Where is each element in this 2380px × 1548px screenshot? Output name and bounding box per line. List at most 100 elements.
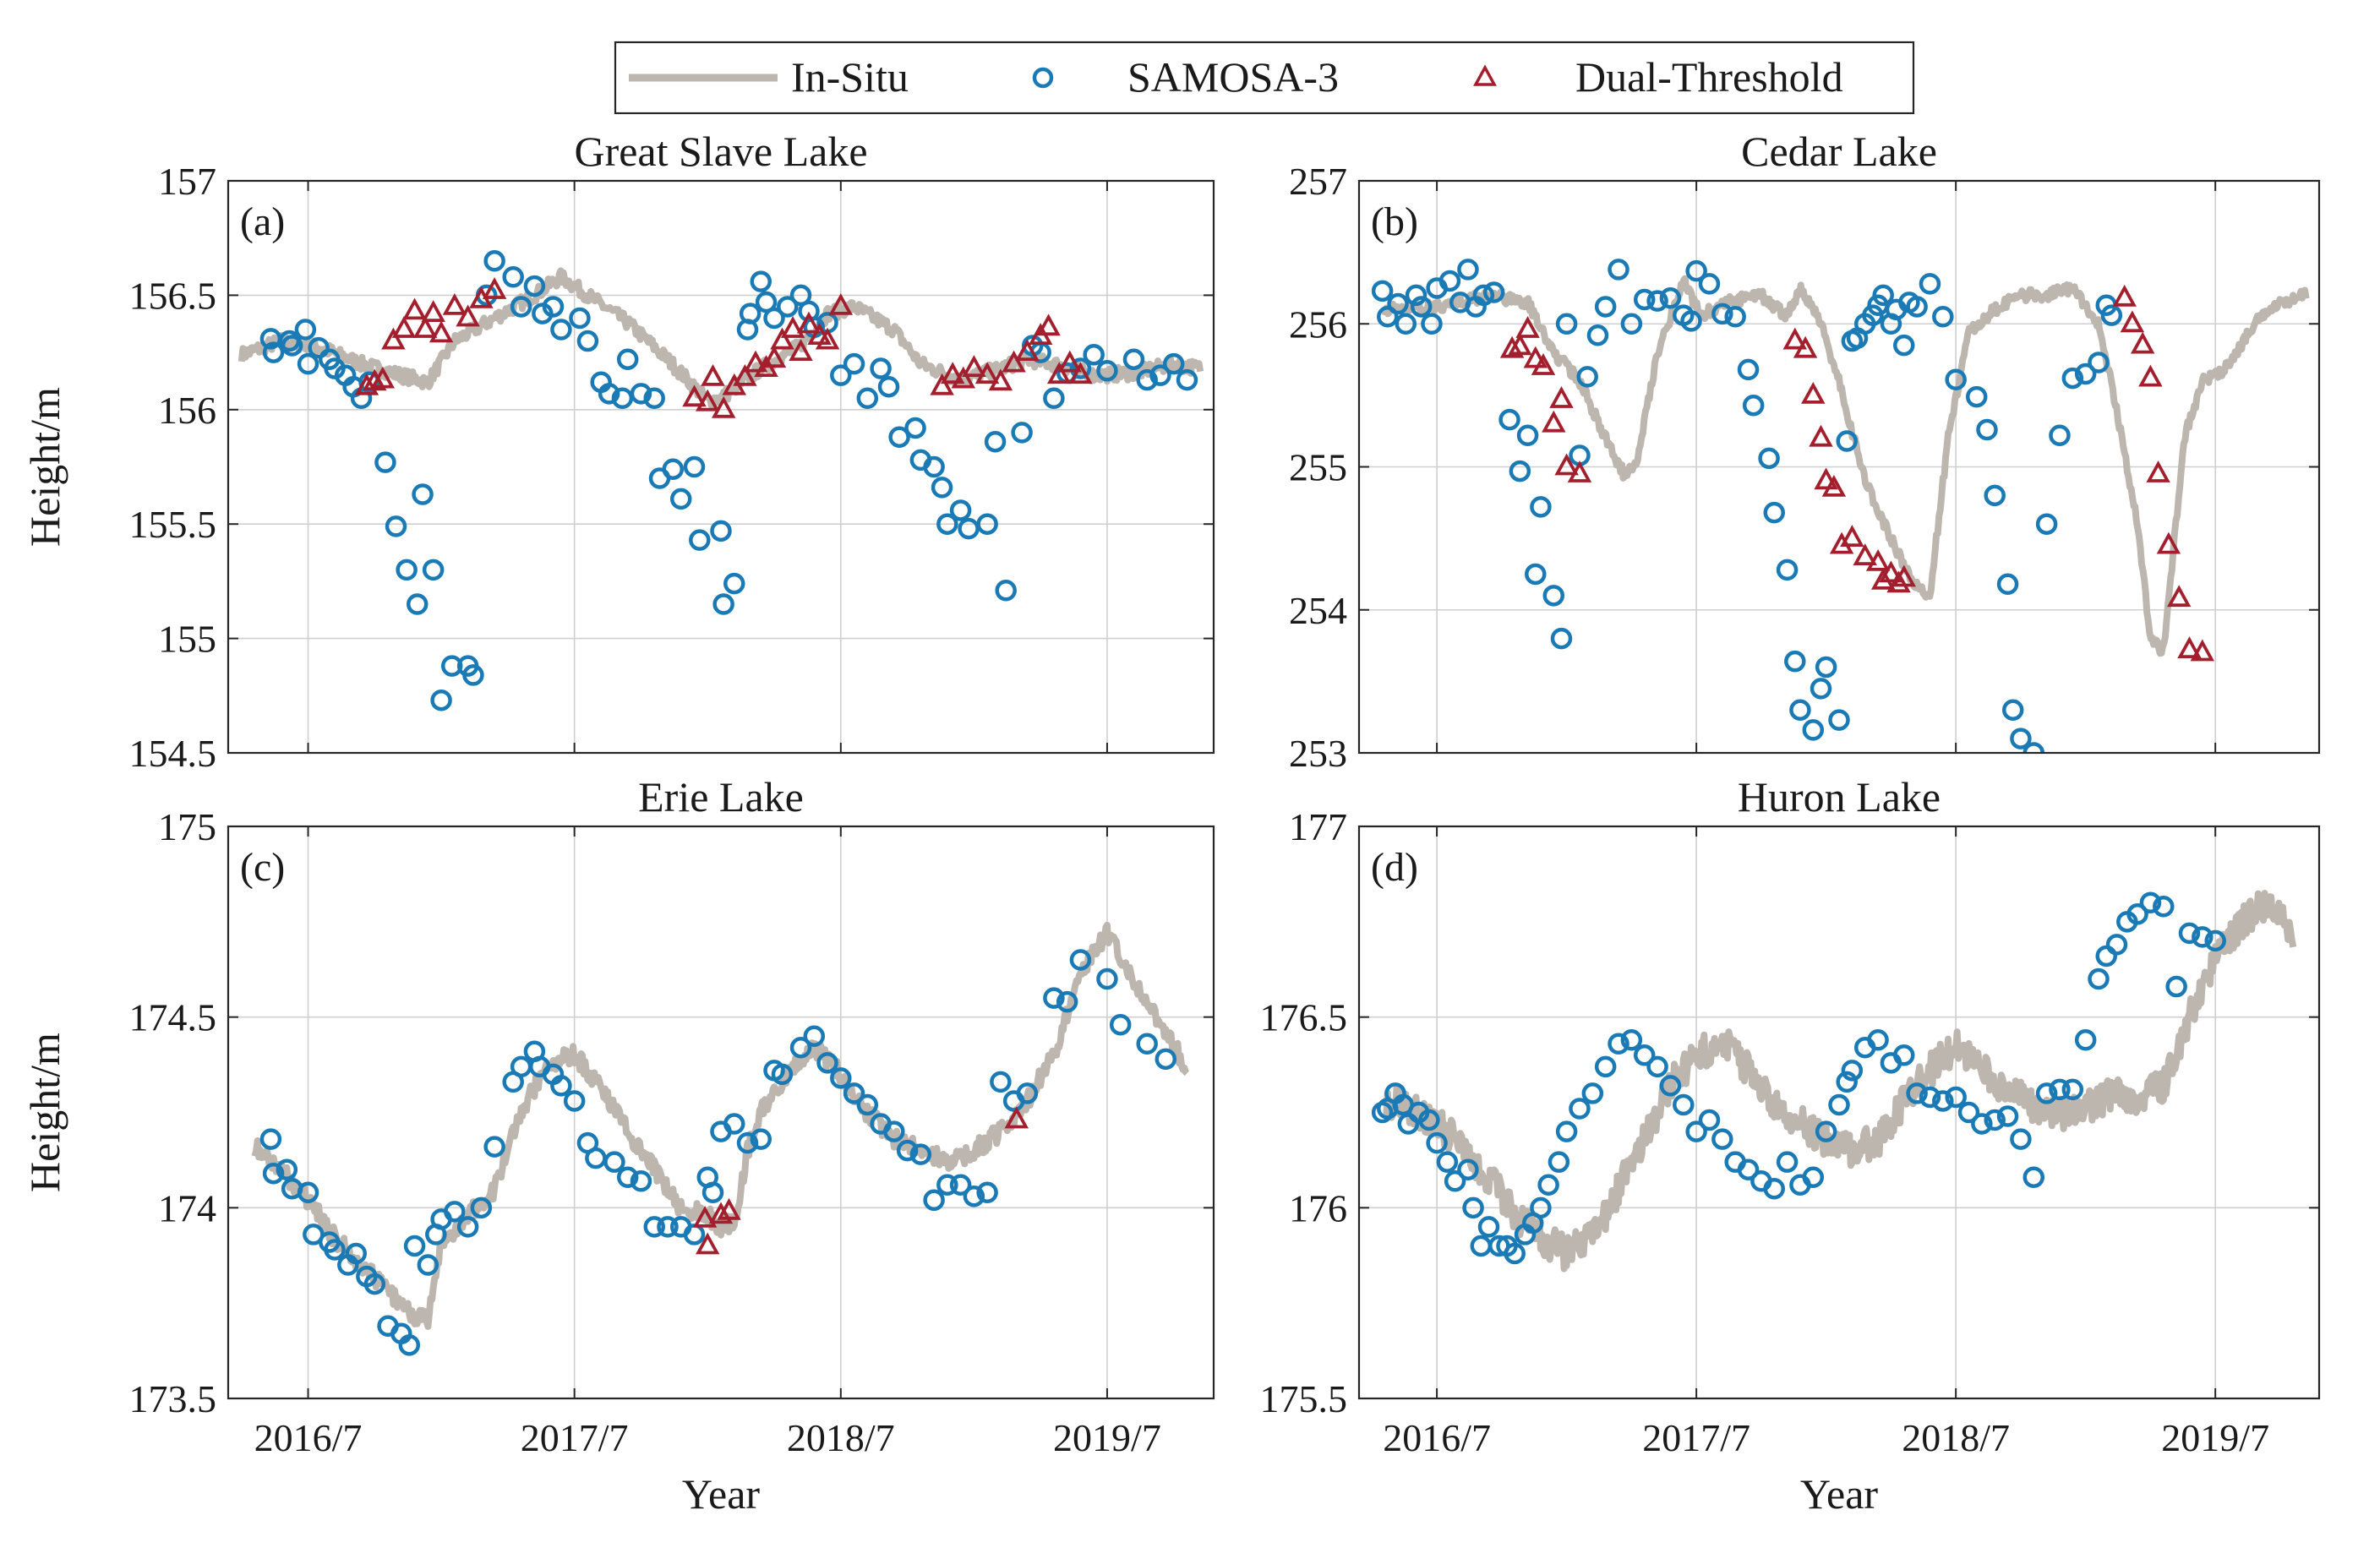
dual-point-a-12 bbox=[482, 277, 507, 299]
dual-point-a-28 bbox=[828, 292, 854, 315]
samosa-point-d-23 bbox=[1569, 1098, 1591, 1120]
samosa-point-d-69 bbox=[2139, 891, 2162, 914]
samosa-point-c-40 bbox=[701, 1181, 724, 1204]
samosa-point-c-44 bbox=[750, 1128, 772, 1150]
dual-point-b-16 bbox=[1840, 525, 1864, 547]
xtick-label-d-0: 2016/7 bbox=[1383, 1416, 1491, 1459]
dual-point-a-2 bbox=[370, 366, 396, 389]
xtick-label-c-2: 2018/7 bbox=[787, 1416, 895, 1459]
ylabel-c: Height/m bbox=[21, 1033, 68, 1192]
dual-point-a-35 bbox=[1002, 350, 1026, 373]
samosa-point-a-43 bbox=[689, 529, 711, 551]
samosa-point-a-73 bbox=[1011, 422, 1033, 444]
samosa-point-a-76 bbox=[1043, 387, 1065, 410]
dual-point-a-31 bbox=[951, 366, 976, 389]
samosa-point-b-66 bbox=[1996, 573, 2019, 596]
samosa-point-d-25 bbox=[1594, 1055, 1617, 1078]
samosa-point-d-28 bbox=[1633, 1044, 1656, 1066]
dual-point-b-6 bbox=[1549, 386, 1574, 408]
ytick-label-a-5: 157 bbox=[158, 160, 216, 203]
xtick-label-d-2: 2018/7 bbox=[1902, 1416, 2010, 1459]
dual-point-a-14 bbox=[695, 389, 720, 412]
samosa-point-a-57 bbox=[830, 364, 852, 386]
dual-point-b-17 bbox=[1853, 543, 1877, 565]
samosa-point-b-3 bbox=[1395, 313, 1417, 335]
samosa-point-d-43 bbox=[1828, 1093, 1850, 1116]
samosa-point-d-76 bbox=[2232, 0, 2250, 9]
samosa-point-d-47 bbox=[1867, 1028, 1889, 1051]
dual-point-b-12 bbox=[1809, 424, 1833, 447]
samosa-point-b-85 bbox=[2175, 0, 2193, 9]
samosa-point-c-4 bbox=[297, 1181, 319, 1204]
samosa-point-b-57 bbox=[1893, 334, 1915, 357]
samosa-point-a-59 bbox=[856, 387, 879, 410]
samosa-point-d-66 bbox=[2105, 934, 2128, 956]
legend-insitu-label: In-Situ bbox=[791, 53, 909, 101]
dual-point-a-19 bbox=[743, 350, 768, 373]
samosa-point-d-31 bbox=[1673, 1093, 1695, 1116]
samosa-point-d-13 bbox=[1477, 1216, 1500, 1238]
samosa-point-a-82 bbox=[1136, 368, 1158, 391]
samosa-point-a-17 bbox=[412, 483, 434, 505]
samosa-point-a-26 bbox=[510, 296, 532, 318]
samosa-point-c-50 bbox=[830, 1067, 852, 1089]
dual-point-b-8 bbox=[1567, 461, 1592, 482]
samosa-point-a-14 bbox=[385, 515, 407, 537]
samosa-point-d-44 bbox=[1836, 1071, 1858, 1093]
dual-point-a-41 bbox=[1068, 362, 1093, 384]
dual-point-a-29 bbox=[930, 373, 954, 395]
samosa-point-b-39 bbox=[1758, 447, 1780, 470]
samosa-point-b-61 bbox=[1932, 306, 1954, 328]
samosa-point-d-75 bbox=[2219, 0, 2237, 9]
dual-point-a-39 bbox=[1046, 362, 1072, 384]
samosa-point-a-27 bbox=[523, 275, 546, 297]
samosa-point-b-32 bbox=[1680, 310, 1702, 332]
samosa-point-b-16 bbox=[1516, 424, 1539, 447]
panel-tag-c: (c) bbox=[240, 845, 285, 890]
dual-point-b-10 bbox=[1793, 335, 1818, 358]
ytick-label-b-0: 253 bbox=[1289, 732, 1347, 775]
samosa-point-b-59 bbox=[1906, 296, 1928, 318]
samosa-point-b-87 bbox=[2193, 0, 2211, 9]
samosa-point-a-70 bbox=[976, 513, 998, 535]
samosa-point-c-66 bbox=[1056, 990, 1078, 1013]
samosa-point-a-60 bbox=[870, 357, 892, 379]
samosa-point-b-2 bbox=[1387, 292, 1409, 315]
samosa-point-b-90 bbox=[2263, 0, 2281, 9]
samosa-point-b-27 bbox=[1620, 313, 1643, 335]
samosa-point-b-5 bbox=[1410, 296, 1433, 318]
samosa-point-b-60 bbox=[1919, 273, 1941, 295]
dual-point-b-25 bbox=[2130, 331, 2155, 354]
samosa-point-c-22 bbox=[483, 1136, 505, 1158]
dual-point-b-30 bbox=[2177, 636, 2202, 658]
samosa-point-b-88 bbox=[2207, 0, 2224, 9]
samosa-point-a-36 bbox=[616, 348, 639, 370]
samosa-point-d-6 bbox=[1418, 1109, 1440, 1131]
samosa-point-b-19 bbox=[1542, 585, 1565, 607]
samosa-point-b-45 bbox=[1810, 678, 1832, 700]
samosa-point-d-52 bbox=[1932, 1090, 1954, 1112]
dual-point-a-15 bbox=[701, 363, 725, 386]
samosa-point-c-35 bbox=[643, 1216, 665, 1238]
ytick-label-d-0: 175.5 bbox=[1260, 1377, 1348, 1420]
dual-point-a-8 bbox=[429, 320, 454, 343]
samosa-point-d-27 bbox=[1620, 1028, 1643, 1051]
panel-tag-b: (b) bbox=[1371, 199, 1418, 244]
dual-point-a-16 bbox=[711, 395, 736, 418]
samosa-point-c-1 bbox=[262, 1162, 285, 1185]
xlabel-d: Year bbox=[1800, 1470, 1878, 1518]
samosa-point-d-39 bbox=[1776, 1151, 1799, 1173]
dual-point-a-6 bbox=[412, 316, 438, 338]
dual-point-c-1 bbox=[695, 1232, 720, 1255]
samosa-point-c-54 bbox=[883, 1120, 905, 1142]
ylabel-a: Height/m bbox=[21, 387, 68, 547]
subplot-title-c: Erie Lake bbox=[638, 773, 804, 820]
samosa-point-b-44 bbox=[1802, 719, 1825, 741]
dual-point-a-5 bbox=[402, 297, 427, 320]
samosa-point-a-42 bbox=[683, 455, 706, 478]
samosa-point-d-59 bbox=[2022, 1166, 2045, 1188]
samosa-point-a-58 bbox=[843, 352, 865, 375]
dual-point-a-25 bbox=[796, 311, 822, 334]
dual-point-b-1 bbox=[1508, 333, 1532, 356]
samosa-point-c-15 bbox=[403, 1235, 426, 1257]
